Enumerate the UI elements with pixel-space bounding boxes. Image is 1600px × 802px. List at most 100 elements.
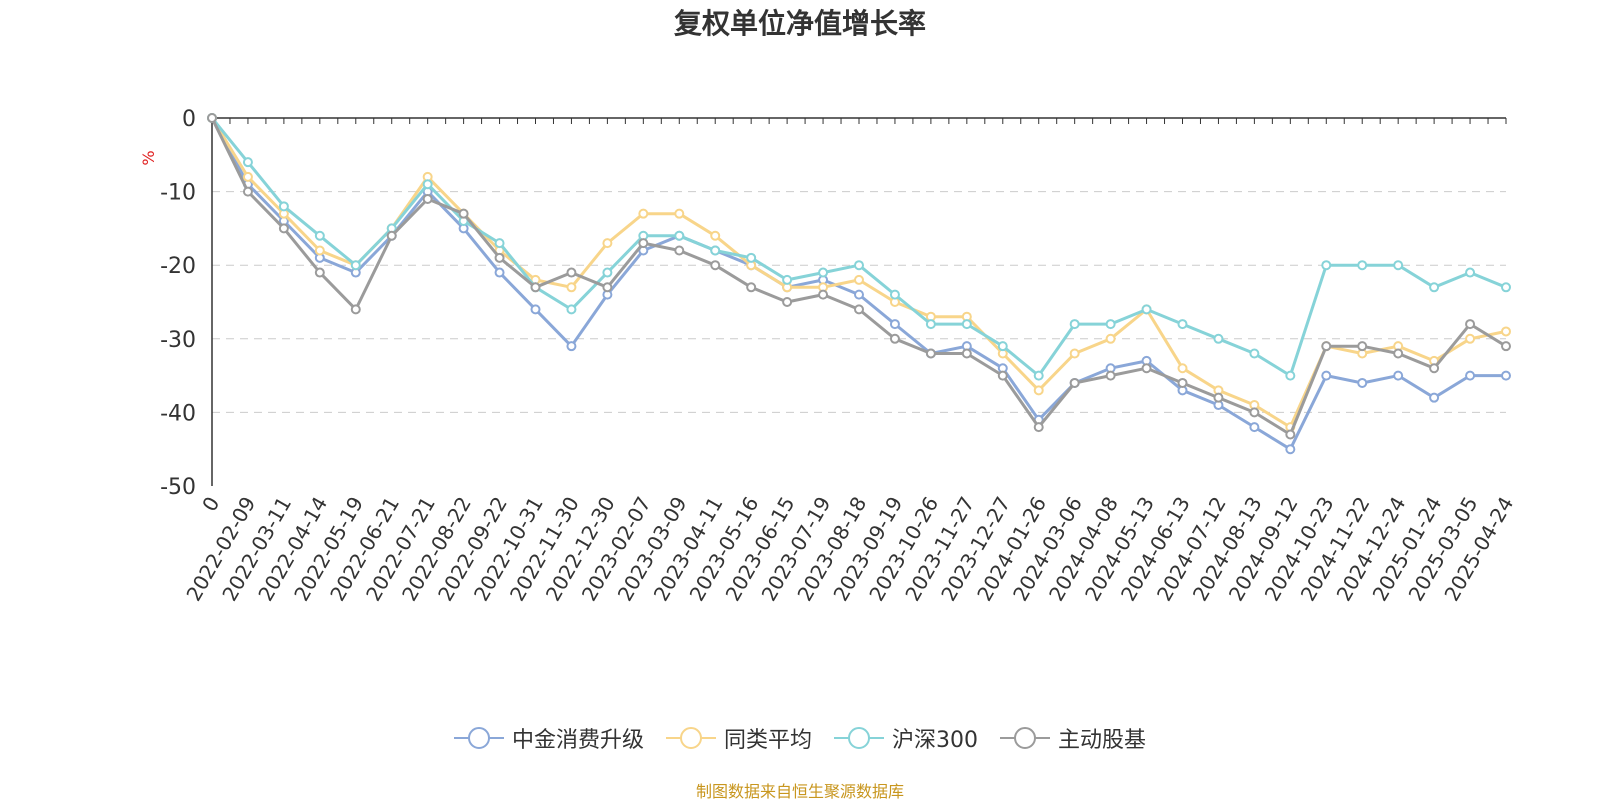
y-tick-label: -40: [160, 401, 196, 426]
legend-item-1[interactable]: 同类平均: [665, 722, 812, 754]
data-point: [1249, 348, 1260, 359]
data-point: [925, 348, 936, 359]
legend-item-2[interactable]: 沪深300: [834, 722, 978, 754]
data-point: [1285, 444, 1296, 455]
data-point: [674, 245, 685, 256]
y-tick-label: -20: [160, 254, 196, 279]
data-point: [854, 260, 864, 271]
data-point: [1141, 304, 1152, 315]
data-point: [314, 267, 325, 278]
data-point: [1429, 282, 1440, 293]
data-point: [1285, 370, 1296, 381]
data-point: [1249, 422, 1260, 433]
data-point: [566, 282, 577, 293]
data-point: [1177, 377, 1188, 388]
data-point: [889, 333, 900, 344]
data-point: [530, 282, 541, 293]
data-point: [1285, 429, 1296, 440]
data-point: [1033, 422, 1044, 433]
data-point: [1069, 319, 1080, 330]
data-point: [746, 252, 757, 263]
data-point: [1069, 377, 1080, 388]
data-point: [530, 304, 541, 315]
data-point: [1105, 333, 1116, 344]
data-point: [242, 171, 253, 182]
data-point: [386, 230, 397, 241]
data-point: [674, 208, 685, 219]
data-point: [1321, 341, 1332, 352]
data-point: [1357, 341, 1368, 352]
data-point: [1465, 319, 1476, 330]
data-point: [602, 267, 613, 278]
chart-title: 复权单位净值增长率: [673, 7, 926, 40]
data-point: [350, 260, 361, 271]
data-point: [997, 341, 1008, 352]
y-axis-label: %: [139, 150, 158, 165]
y-tick-label: -10: [160, 181, 196, 206]
data-point: [1249, 407, 1260, 418]
data-point: [710, 260, 721, 271]
data-point: [818, 267, 829, 278]
data-point: [458, 208, 469, 219]
data-point: [1501, 370, 1511, 381]
data-point: [925, 319, 936, 330]
data-point: [494, 252, 505, 263]
data-point: [818, 289, 829, 300]
data-point: [422, 179, 433, 190]
data-point: [1321, 260, 1332, 271]
data-point: [1069, 348, 1080, 359]
x-tick-label: 0: [197, 493, 224, 516]
legend: 中金消费升级 同类平均 沪深300 主动股基: [0, 722, 1600, 754]
data-point: [1429, 363, 1440, 374]
legend-swatch: [665, 727, 716, 749]
data-point: [278, 223, 289, 234]
data-point: [422, 193, 433, 204]
data-point: [1321, 370, 1332, 381]
data-point: [350, 304, 361, 315]
data-point: [854, 304, 864, 315]
legend-label: 中金消费升级: [511, 728, 644, 753]
data-point: [314, 230, 325, 241]
data-point: [1033, 385, 1044, 396]
data-point: [638, 238, 649, 249]
data-point: [1465, 267, 1476, 278]
data-point: [602, 282, 613, 293]
data-point: [961, 319, 972, 330]
legend-item-3[interactable]: 主动股基: [1000, 722, 1146, 754]
data-point: [1033, 370, 1044, 381]
data-point: [1465, 370, 1476, 381]
data-point: [746, 282, 757, 293]
data-point: [889, 319, 900, 330]
data-point: [1429, 392, 1440, 403]
data-point: [889, 289, 900, 300]
data-point: [1393, 260, 1404, 271]
data-point: [1393, 370, 1404, 381]
data-point: [710, 230, 721, 241]
y-tick-label: -30: [160, 328, 196, 353]
legend-label: 沪深300: [892, 728, 978, 753]
data-point: [1393, 348, 1404, 359]
data-point: [674, 230, 685, 241]
data-point: [1105, 319, 1116, 330]
data-point: [1501, 326, 1511, 337]
y-tick-label: -50: [160, 475, 196, 500]
legend-item-0[interactable]: 中金消费升级: [453, 722, 644, 754]
data-point: [782, 274, 793, 285]
data-point: [566, 304, 577, 315]
legend-label: 同类平均: [723, 728, 812, 753]
series-line-2: [210, 117, 1507, 378]
data-point: [1213, 392, 1224, 403]
y-tick-label: 0: [182, 107, 196, 132]
data-point: [566, 341, 577, 352]
data-point: [961, 348, 972, 359]
data-point: [710, 245, 721, 256]
data-point: [314, 245, 325, 256]
data-point: [602, 238, 613, 249]
data-point: [494, 238, 505, 249]
data-point: [278, 201, 289, 212]
data-point: [1177, 319, 1188, 330]
data-point: [242, 186, 253, 197]
data-point: [638, 208, 649, 219]
legend-swatch: [834, 727, 884, 749]
